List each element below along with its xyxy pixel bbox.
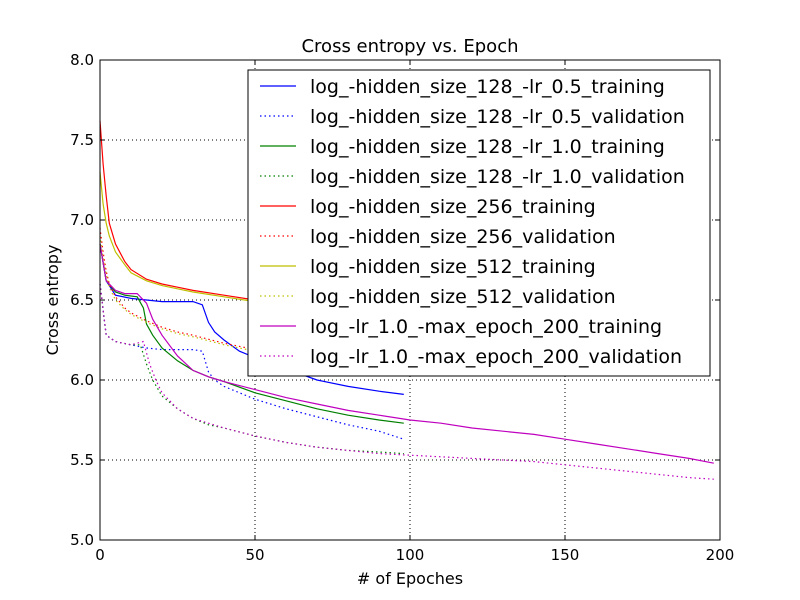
- x-tick-label: 200: [706, 546, 735, 564]
- series-line-1: [99, 243, 404, 395]
- legend-box: [247, 69, 711, 377]
- legend-label-3: log_-hidden_size_128_-lr_1.0_training: [310, 136, 665, 158]
- y-tick-label: 5.0: [70, 531, 94, 549]
- x-tick-label: 50: [245, 546, 264, 564]
- series-line-5: [99, 120, 318, 311]
- series-line-10: [99, 283, 714, 480]
- y-tick-label: 5.5: [70, 451, 94, 469]
- series-line-9: [99, 243, 714, 464]
- series-lines: [99, 120, 714, 480]
- x-tick-label: 0: [95, 546, 105, 564]
- y-tick-label: 7.5: [70, 131, 94, 149]
- y-tick-label: 6.0: [70, 371, 94, 389]
- legend-label-8: log_-hidden_size_512_validation: [310, 286, 616, 308]
- legend-label-4: log_-hidden_size_128_-lr_1.0_validation: [310, 166, 685, 188]
- series-line-7: [99, 171, 318, 312]
- x-axis-label: # of Epoches: [357, 569, 463, 588]
- series-line-3: [99, 243, 404, 424]
- series-line-2: [99, 283, 404, 440]
- x-tick-label: 100: [396, 546, 425, 564]
- x-tick-label: 150: [551, 546, 580, 564]
- legend-label-10: log_-lr_1.0_-max_epoch_200_validation: [310, 346, 682, 368]
- legend-label-5: log_-hidden_size_256_training: [310, 196, 596, 218]
- legend-label-1: log_-hidden_size_128_-lr_0.5_training: [310, 76, 665, 98]
- legend-label-9: log_-lr_1.0_-max_epoch_200_training: [310, 316, 662, 338]
- legend-label-2: log_-hidden_size_128_-lr_0.5_validation: [310, 106, 685, 128]
- y-tick-label: 6.5: [70, 291, 94, 309]
- ticks: 0 50 100 150 200 5.0 5.5 6.0 6.5 7.0 7.5 8.0: [70, 51, 734, 564]
- y-tick-label: 8.0: [70, 51, 94, 69]
- y-tick-label: 7.0: [70, 211, 94, 229]
- legend-label-7: log_-hidden_size_512_training: [310, 256, 596, 278]
- y-axis-label: Cross entropy: [43, 245, 62, 356]
- legend: log_-hidden_size_128_-lr_0.5_traininglog…: [247, 69, 711, 377]
- series-line-6: [99, 227, 287, 357]
- series-line-8: [99, 235, 287, 359]
- chart-title: Cross entropy vs. Epoch: [301, 36, 518, 57]
- legend-label-6: log_-hidden_size_256_validation: [310, 226, 616, 248]
